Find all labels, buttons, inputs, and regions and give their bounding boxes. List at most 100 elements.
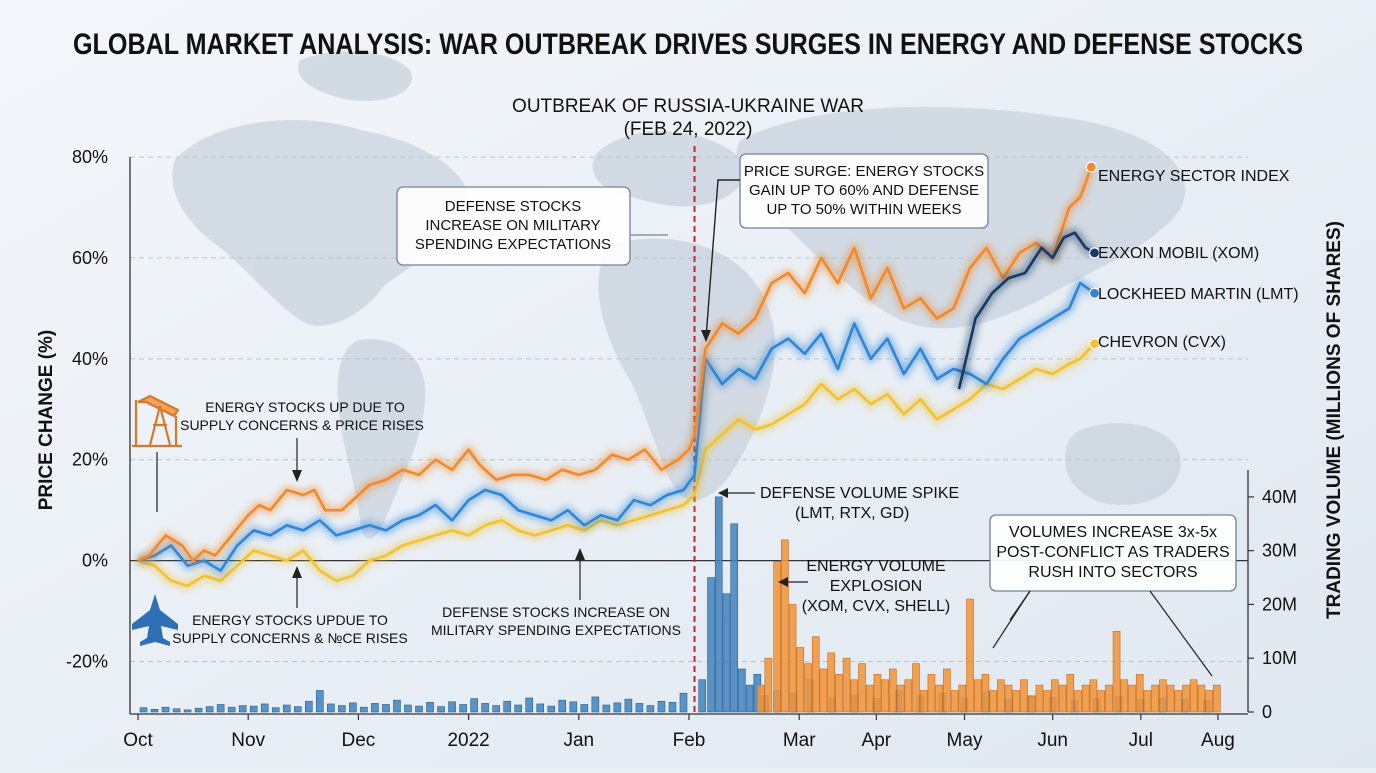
- volume-bar-defense: [525, 697, 534, 713]
- annotation-text: (LMT, RTX, GD): [795, 505, 909, 522]
- y-tick-label: 40%: [72, 349, 108, 369]
- volume-bar-energy: [904, 679, 913, 713]
- volume-bar-defense: [139, 707, 148, 713]
- volume-bar-energy: [858, 663, 866, 713]
- volume-bar-defense: [730, 523, 738, 713]
- volume-bar-energy: [1105, 684, 1113, 713]
- volume-bar-energy: [1089, 679, 1098, 713]
- volume-bar-defense: [305, 700, 313, 713]
- volume-bar-energy: [1020, 679, 1028, 713]
- annotation-text: DEFENSE STOCKS INCREASE ON: [442, 604, 670, 620]
- volume-bar-defense: [150, 709, 159, 713]
- volume-bar-defense: [426, 702, 434, 713]
- volume-bar-energy: [1159, 679, 1167, 713]
- volume-bar-energy: [950, 690, 959, 713]
- volume-bar-energy: [1081, 684, 1090, 713]
- volume-bar-energy: [1197, 684, 1206, 713]
- annotation-text: GAIN UP TO 60% AND DEFENSE: [749, 182, 979, 199]
- volume-bar-energy: [788, 604, 797, 713]
- volume-bar-energy: [1120, 679, 1129, 713]
- annotation-text: MILITARY SPENDING EXPECTATIONS: [431, 622, 681, 638]
- volume-bar-energy: [1166, 684, 1175, 713]
- legend-label: LOCKHEED MARTIN (LMT): [1098, 286, 1299, 303]
- volume-bar-defense: [503, 700, 511, 713]
- volume-bar-defense: [481, 703, 489, 713]
- volume-bar-defense: [393, 699, 401, 713]
- y-tick-label: 80%: [72, 147, 108, 167]
- y2-axis-label: TRADING VOLUME (MILLIONS OF SHARES): [1324, 221, 1345, 619]
- volume-bar-defense: [415, 705, 423, 713]
- annotation-text: (XOM, CVX, SHELL): [802, 598, 950, 615]
- volume-bar-energy: [927, 674, 936, 713]
- volume-bar-energy: [1128, 684, 1136, 713]
- annotation-text: DEFENSE STOCKS: [445, 198, 581, 215]
- volume-bar-defense: [205, 706, 214, 713]
- annotation-text: SPENDING EXPECTATIONS: [415, 236, 611, 253]
- annotation-text: POST-CONFLICT AS TRADERS: [996, 544, 1229, 561]
- volume-bar-energy: [958, 684, 967, 713]
- annotation-energy-volume: ENERGY VOLUME EXPLOSION (XOM, CVX, SHELL…: [778, 558, 950, 615]
- volume-bar-energy: [1135, 674, 1144, 713]
- volume-bar-defense: [271, 707, 280, 713]
- volume-bar-defense: [371, 703, 379, 713]
- volume-bar-energy: [865, 684, 874, 713]
- volume-bar-energy: [1189, 679, 1198, 713]
- annotation-text: SUPPLY CONCERNS & №CE RISES: [172, 630, 407, 646]
- volume-bar-defense: [707, 577, 715, 713]
- volume-bar-energy: [973, 679, 982, 713]
- series-endpoint: [1085, 161, 1097, 173]
- volume-bar-defense: [360, 706, 368, 713]
- y-axis-label: PRICE CHANGE (%): [36, 330, 57, 511]
- annotation-text: ENERGY STOCKS UP DUE TO: [205, 399, 405, 415]
- volume-bar-defense: [591, 696, 600, 713]
- volume-bar-defense: [547, 705, 556, 713]
- y-tick-label: -20%: [66, 652, 108, 672]
- y-tick-label: 0%: [82, 551, 108, 571]
- volume-bar-defense: [470, 698, 478, 713]
- volume-bar-defense: [172, 708, 181, 713]
- event-label-line1: OUTBREAK OF RUSSIA-UKRAINE WAR: [512, 96, 864, 117]
- annotation-defense-volume: DEFENSE VOLUME SPIKE (LMT, RTX, GD): [718, 485, 959, 522]
- series-line: [957, 231, 1096, 390]
- annotation-energy-up-2: ENERGY STOCKS UPDUE TO SUPPLY CONCERNS &…: [172, 566, 408, 646]
- legend-label: CHEVRON (CVX): [1098, 334, 1226, 351]
- y2-tick-label: 20M: [1262, 594, 1297, 614]
- volume-bar-energy: [1058, 684, 1067, 713]
- volume-bar-defense: [569, 701, 578, 713]
- x-tick-label: 2022: [447, 730, 489, 751]
- volume-bar-energy: [835, 674, 843, 713]
- volume-bar-defense: [558, 699, 567, 713]
- volume-bar-defense: [613, 702, 622, 713]
- legend-label: ENERGY SECTOR INDEX: [1098, 168, 1290, 185]
- volume-bar-defense: [161, 706, 170, 713]
- volume-bar-defense: [448, 701, 456, 713]
- volume-bar-energy: [811, 636, 820, 713]
- y2-tick-label: 30M: [1262, 541, 1297, 561]
- volume-bar-defense: [714, 496, 723, 713]
- surge-arrowhead: [701, 330, 711, 342]
- volume-bar-defense: [349, 702, 357, 713]
- volume-bar-defense: [260, 703, 269, 713]
- series-endpoint: [1088, 247, 1101, 259]
- volume-bar-defense: [227, 706, 236, 713]
- y-tick-label: 20%: [72, 450, 108, 470]
- annotation-text: ENERGY STOCKS UPDUE TO: [192, 612, 388, 628]
- x-tick-label: Oct: [123, 730, 153, 751]
- volume-bar-defense: [745, 684, 754, 713]
- volume-bar-energy: [889, 668, 897, 713]
- volume-bar-defense: [327, 703, 335, 713]
- volume-bar-defense: [602, 704, 611, 713]
- x-tick-label: Mar: [783, 730, 816, 751]
- volume-bar-energy: [873, 674, 882, 713]
- volume-bar-defense: [459, 704, 467, 713]
- series-endpoint: [1088, 287, 1101, 299]
- legend-label: EXXON MOBIL (XOM): [1098, 245, 1259, 262]
- volume-bar-energy: [1151, 684, 1159, 713]
- volume-bar-energy: [1012, 690, 1021, 713]
- x-tick-label: Jan: [563, 730, 594, 751]
- annotation-text: DEFENSE VOLUME SPIKE: [760, 485, 959, 502]
- volume-bar-defense: [404, 704, 412, 713]
- volume-bar-defense: [657, 700, 666, 713]
- volume-bar-defense: [437, 706, 445, 713]
